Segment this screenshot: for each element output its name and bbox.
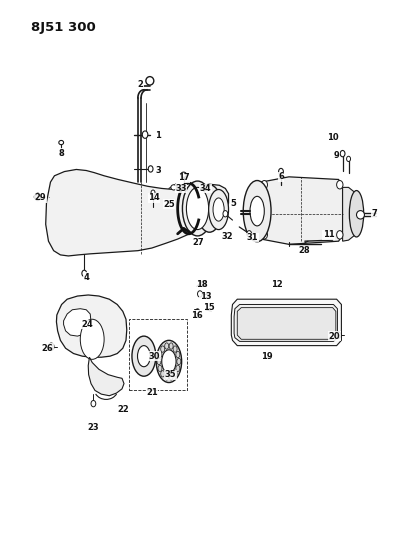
- Ellipse shape: [158, 351, 162, 358]
- Text: 8J51 300: 8J51 300: [31, 21, 96, 34]
- Ellipse shape: [48, 343, 54, 350]
- Ellipse shape: [157, 358, 161, 365]
- Polygon shape: [343, 188, 357, 241]
- Polygon shape: [237, 308, 336, 340]
- Ellipse shape: [156, 341, 182, 383]
- Polygon shape: [46, 169, 229, 256]
- Ellipse shape: [173, 346, 177, 352]
- Polygon shape: [257, 177, 343, 244]
- Ellipse shape: [148, 166, 153, 172]
- Bar: [129, 319, 187, 391]
- Text: 19: 19: [261, 352, 273, 361]
- Ellipse shape: [223, 211, 228, 217]
- Ellipse shape: [349, 191, 364, 237]
- Ellipse shape: [177, 358, 181, 365]
- Ellipse shape: [176, 365, 180, 372]
- Ellipse shape: [187, 188, 209, 230]
- Ellipse shape: [132, 336, 156, 376]
- Text: 6: 6: [278, 172, 284, 181]
- Ellipse shape: [278, 168, 283, 175]
- Ellipse shape: [261, 181, 268, 189]
- Ellipse shape: [142, 131, 148, 139]
- Ellipse shape: [337, 231, 343, 239]
- Text: 33: 33: [175, 184, 187, 193]
- Ellipse shape: [165, 343, 169, 349]
- Ellipse shape: [161, 346, 165, 352]
- Ellipse shape: [197, 291, 202, 297]
- Text: 3: 3: [156, 166, 162, 175]
- Ellipse shape: [181, 172, 187, 177]
- Ellipse shape: [243, 181, 271, 241]
- Ellipse shape: [82, 270, 87, 277]
- Ellipse shape: [197, 185, 222, 232]
- Text: 9: 9: [334, 151, 339, 160]
- Ellipse shape: [137, 345, 150, 367]
- Ellipse shape: [247, 231, 251, 237]
- Ellipse shape: [35, 193, 41, 200]
- Text: 21: 21: [146, 387, 158, 397]
- Ellipse shape: [337, 181, 343, 189]
- Ellipse shape: [169, 343, 173, 349]
- Ellipse shape: [158, 365, 162, 372]
- Text: 1: 1: [155, 131, 161, 140]
- Ellipse shape: [91, 400, 96, 407]
- Text: 14: 14: [148, 193, 160, 203]
- Ellipse shape: [176, 351, 180, 358]
- Text: 31: 31: [247, 233, 258, 242]
- Text: 10: 10: [327, 133, 339, 142]
- Ellipse shape: [209, 190, 229, 230]
- Ellipse shape: [151, 190, 155, 195]
- Text: 11: 11: [323, 230, 334, 239]
- Ellipse shape: [213, 198, 224, 221]
- Text: 20: 20: [329, 332, 341, 341]
- Ellipse shape: [183, 181, 213, 236]
- Text: 17: 17: [178, 173, 189, 182]
- Text: 26: 26: [42, 344, 53, 353]
- Text: 7: 7: [372, 209, 377, 218]
- Ellipse shape: [357, 211, 364, 219]
- Text: 16: 16: [191, 311, 203, 319]
- Text: 22: 22: [117, 406, 129, 415]
- Text: 15: 15: [203, 303, 214, 312]
- Text: 35: 35: [165, 370, 176, 379]
- Text: 4: 4: [83, 272, 89, 281]
- Text: 5: 5: [231, 199, 236, 208]
- Text: 23: 23: [87, 423, 99, 432]
- Text: 28: 28: [298, 246, 310, 255]
- Ellipse shape: [59, 140, 64, 144]
- Ellipse shape: [173, 370, 177, 377]
- Ellipse shape: [347, 156, 351, 161]
- Ellipse shape: [169, 374, 173, 380]
- Text: 12: 12: [271, 280, 283, 289]
- Text: 27: 27: [193, 238, 204, 247]
- Polygon shape: [64, 309, 91, 336]
- Text: 29: 29: [35, 193, 46, 203]
- Text: 13: 13: [199, 292, 211, 301]
- Ellipse shape: [161, 370, 165, 377]
- Ellipse shape: [146, 77, 154, 85]
- Text: 8: 8: [59, 149, 64, 158]
- Text: 32: 32: [222, 232, 233, 241]
- Text: 2: 2: [138, 80, 143, 89]
- Text: 18: 18: [196, 280, 207, 289]
- Polygon shape: [234, 304, 337, 342]
- Text: 25: 25: [163, 200, 175, 209]
- Polygon shape: [56, 295, 127, 357]
- Ellipse shape: [261, 231, 268, 239]
- Ellipse shape: [336, 332, 341, 338]
- Ellipse shape: [80, 319, 104, 359]
- Ellipse shape: [171, 185, 177, 190]
- Text: 34: 34: [199, 184, 211, 193]
- Ellipse shape: [340, 150, 345, 157]
- Text: 24: 24: [81, 320, 93, 329]
- Polygon shape: [88, 357, 124, 395]
- Text: 30: 30: [149, 352, 160, 361]
- Ellipse shape: [165, 374, 169, 380]
- Polygon shape: [231, 299, 341, 345]
- Ellipse shape: [250, 196, 264, 226]
- Ellipse shape: [162, 350, 176, 373]
